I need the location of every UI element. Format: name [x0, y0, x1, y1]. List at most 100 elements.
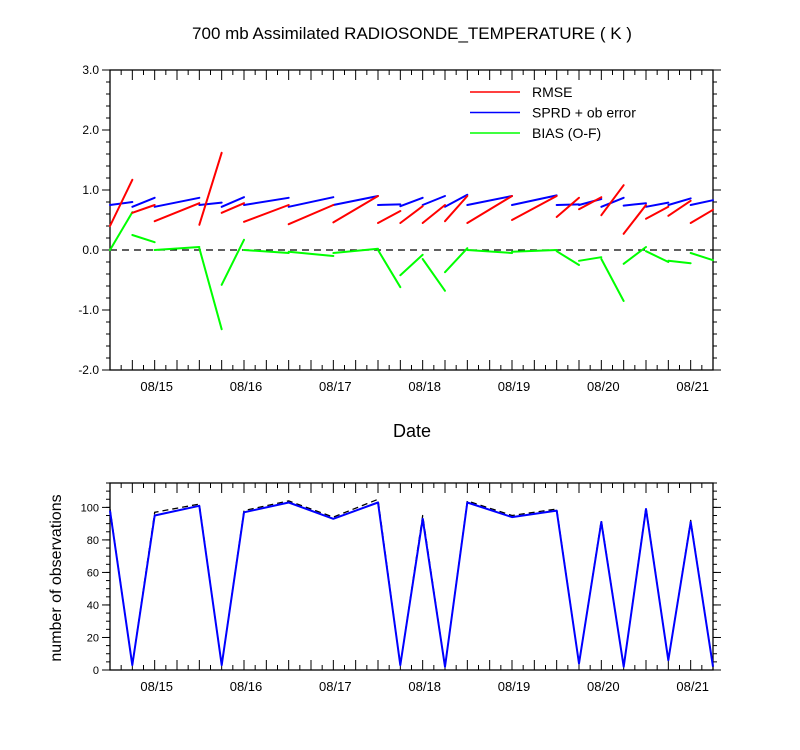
x-tick-label: 08/20: [587, 379, 620, 394]
y-tick-label: 80: [87, 535, 99, 547]
series-segment: [421, 195, 446, 206]
series-segment: [131, 196, 156, 208]
series-segment: [466, 249, 513, 254]
y-tick-label: 1.0: [82, 183, 99, 197]
series-bias-o-f-: [109, 211, 714, 331]
series-segment: [555, 196, 580, 218]
series-segment: [555, 203, 580, 206]
series-segment: [645, 250, 670, 263]
legend-label: SPRD + ob error: [532, 105, 636, 121]
bottom-chart-plot: 08/15 08/16 08/17 08/18 08/19 08/20 08/21 100 80…: [81, 482, 721, 694]
series-segment: [153, 202, 201, 223]
top-x-axis-title: Date: [393, 421, 431, 441]
series-line-used: [109, 501, 714, 668]
y-tick-label: 100: [81, 502, 99, 514]
series-segment: [243, 249, 290, 254]
series-segment: [667, 199, 692, 217]
x-tick-label: 08/16: [230, 679, 263, 694]
series-segment: [511, 249, 558, 253]
series-segment: [131, 234, 156, 244]
series-segment: [220, 196, 245, 208]
x-tick-label: 08/16: [230, 379, 263, 394]
series-segment: [466, 195, 513, 206]
chart-title: 700 mb Assimilated RADIOSONDE_TEMPERATUR…: [192, 24, 632, 43]
series-segment: [600, 196, 625, 208]
series-segment: [399, 253, 424, 277]
series-segment: [399, 205, 424, 224]
y-tick-label: -1.0: [78, 303, 99, 317]
series-segment: [287, 196, 335, 208]
series-segment: [243, 204, 290, 223]
series-segment: [287, 250, 335, 257]
series-segment: [600, 258, 625, 302]
x-tick-label: 08/19: [498, 679, 531, 694]
series-segment: [198, 151, 223, 226]
series-segment: [421, 204, 446, 224]
legend-label: BIAS (O-F): [532, 125, 601, 141]
series-segment: [645, 201, 670, 208]
x-tick-label: 08/19: [498, 379, 531, 394]
series-segment: [377, 249, 402, 289]
x-tick-label: 08/17: [319, 679, 352, 694]
series-rmse: [109, 151, 714, 235]
series-segment: [377, 203, 402, 206]
series-segment: [622, 202, 647, 207]
series-segment: [332, 195, 379, 206]
series-segment: [153, 196, 201, 208]
series-segment: [444, 193, 469, 208]
series-segment: [578, 196, 603, 211]
series-segment: [511, 195, 558, 221]
series-segment: [287, 204, 335, 226]
x-tick-label: 08/20: [587, 679, 620, 694]
series-segment: [220, 238, 245, 286]
series-segment: [444, 195, 469, 223]
y-tick-label: 2.0: [82, 123, 99, 137]
series-segment: [511, 194, 558, 206]
top-chart-plot: 08/15 08/16 08/17 08/18 08/19 08/20 08/21 3.0 2.…: [78, 63, 721, 394]
y-tick-label: 3.0: [82, 63, 99, 77]
series-segment: [466, 195, 513, 224]
series-segment: [332, 195, 379, 224]
x-tick-label: 08/21: [676, 379, 709, 394]
x-tick-label: 08/18: [408, 679, 441, 694]
y-tick-label: 20: [87, 632, 99, 644]
series-segment: [109, 211, 134, 251]
series-sprd-ob-error: [109, 193, 714, 208]
series-segment: [689, 208, 714, 224]
series-segment: [198, 247, 223, 331]
series-segment: [198, 201, 223, 206]
series-segment: [578, 256, 603, 262]
x-tick-label: 08/15: [140, 379, 173, 394]
series-segment: [332, 247, 379, 254]
y-tick-label: 60: [87, 567, 99, 579]
series-segment: [377, 210, 402, 224]
bottom-y-axis-title: number of observations: [48, 494, 65, 661]
series-segment: [622, 204, 647, 235]
series-segment: [399, 196, 424, 208]
series-segment: [555, 250, 580, 266]
series-segment: [645, 205, 670, 220]
series-segment: [109, 178, 134, 227]
series-segment: [444, 247, 469, 274]
series-segment: [220, 202, 245, 214]
series-segment: [131, 204, 156, 214]
legend-label: RMSE: [532, 84, 572, 100]
series-segment: [667, 197, 692, 206]
x-tick-label: 08/18: [408, 379, 441, 394]
y-tick-label: 40: [87, 600, 99, 612]
series-segment: [600, 184, 625, 217]
series-line-possible: [109, 498, 714, 668]
series-segment: [689, 199, 714, 206]
y-tick-label: -2.0: [78, 363, 99, 377]
series-segment: [421, 258, 446, 292]
series-segment: [243, 196, 290, 206]
y-tick-label: 0: [93, 665, 99, 677]
series-segment: [622, 246, 647, 265]
series-segment: [689, 252, 714, 262]
x-tick-label: 08/15: [140, 679, 173, 694]
y-tick-label: 0.0: [82, 243, 99, 257]
x-tick-label: 08/21: [676, 679, 709, 694]
series-segment: [153, 246, 201, 251]
series-segment: [667, 259, 692, 265]
